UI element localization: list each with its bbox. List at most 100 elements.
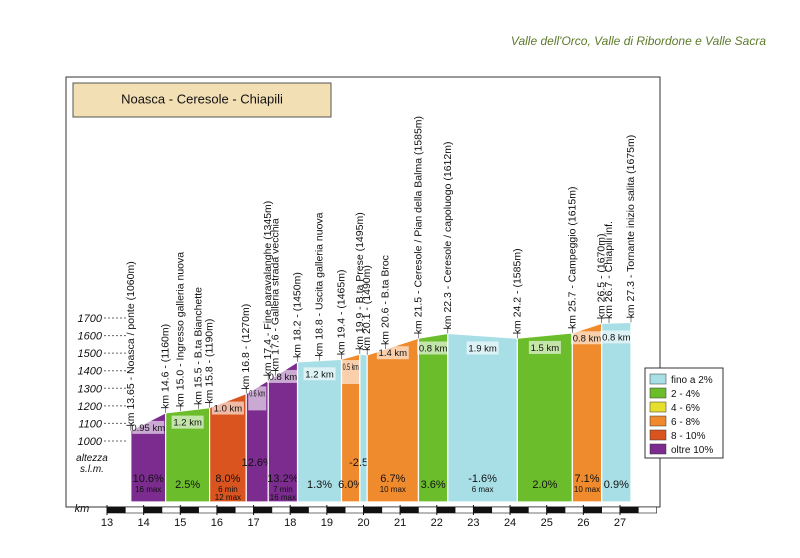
segment-grade: 8.0%	[215, 473, 240, 485]
segment-length: 1.2 km	[173, 418, 202, 429]
x-tick-label: 25	[541, 517, 553, 529]
segment-grade: 3.6%	[421, 479, 446, 491]
x-tick-label: 27	[614, 517, 626, 529]
legend-swatch	[649, 429, 667, 441]
length-box	[417, 341, 450, 355]
ruler-cell	[253, 506, 273, 514]
segment-detail: 16 max	[135, 485, 161, 494]
waypoint-label: km 16.8 - (1270m)	[240, 304, 252, 390]
y-tick-label: 1200	[78, 401, 103, 413]
length-box	[248, 386, 267, 411]
ruler-cell	[216, 506, 236, 514]
waypoint-label: km 17.4 - Fine paravalanghe (1345m)	[262, 201, 274, 377]
y-tick-label: 1000	[78, 436, 103, 448]
ruler-cell	[418, 506, 438, 514]
length-box	[571, 331, 604, 345]
segment-detail: 16 max	[270, 493, 296, 502]
length-box	[600, 330, 633, 344]
ruler-cell	[179, 506, 199, 514]
ruler-cell	[161, 506, 181, 514]
segment-detail: 12 max	[215, 493, 241, 502]
length-box	[528, 340, 561, 354]
segment-grade: 10.6%	[133, 473, 164, 485]
waypoint-label: km 13.65 - Noasca / ponte (1060m)	[125, 261, 137, 426]
segment-length: 1.5 km	[531, 343, 560, 354]
waypoint-label: km 25.7 - Campeggio (1615m)	[566, 187, 578, 329]
legend-swatch	[649, 387, 667, 399]
length-box	[303, 367, 336, 381]
x-tick-label: 23	[467, 517, 479, 529]
x-tick-label: 15	[174, 517, 186, 529]
waypoint-label: km 26.5 - (1670m)	[596, 233, 608, 319]
segment-length: 1.9 km	[468, 343, 497, 354]
ruler-cell	[344, 506, 364, 514]
legend-label: fino a 2%	[671, 375, 713, 386]
legend-label: 4 - 6%	[671, 403, 700, 414]
ruler-cell	[619, 506, 639, 514]
waypoint-label: km 15.8 - (1190m)	[204, 319, 216, 404]
segment-detail: 7 min	[273, 485, 293, 494]
segment-detail: 6 min	[218, 485, 238, 494]
waypoint-label: km 22.3 - Ceresole / capoluogo (1612m)	[442, 142, 454, 330]
segment-length: 1.0 km	[214, 404, 243, 415]
waypoint-label: km 14.6 - (1160m)	[160, 324, 172, 409]
ruler-cell	[638, 506, 657, 514]
waypoint-label: km 15.0 - Ingresso galleria nuova	[174, 252, 186, 407]
ruler-cell	[583, 506, 602, 514]
ruler-cell	[381, 506, 401, 514]
length-box	[211, 401, 244, 415]
y-label: s.l.m.	[80, 464, 104, 475]
ruler-cell	[326, 506, 346, 514]
x-tick-label: 20	[357, 517, 369, 529]
waypoint-label: km 18.2 - (1450m)	[292, 272, 304, 358]
x-tick-label: 16	[211, 517, 223, 529]
length-box	[171, 415, 204, 429]
length-box	[132, 420, 165, 434]
legend-swatch	[649, 415, 667, 427]
segment-length: 1.4 km	[379, 348, 408, 359]
segment-grade: 12.6%	[242, 457, 273, 469]
segment-grade: 1.3%	[307, 479, 332, 491]
y-tick-label: 1700	[78, 313, 103, 325]
x-tick-label: 17	[247, 517, 259, 529]
x-tick-label: 24	[504, 517, 516, 529]
length-box	[376, 346, 409, 360]
segment-detail: 6 max	[472, 485, 494, 494]
segment-length: 0.8 km	[573, 333, 602, 344]
y-label: altezza	[76, 453, 108, 464]
length-box	[266, 369, 299, 383]
x-tick-label: 22	[431, 517, 443, 529]
segment	[516, 332, 573, 503]
ruler-cell	[454, 506, 474, 514]
waypoint-label: km 17.6 - Galleria strada vecchia	[270, 218, 282, 372]
y-tick-label: 1100	[78, 418, 103, 430]
waypoint-label: km 24.2 - (1585m)	[511, 248, 523, 334]
segment-length: 0.8 km	[419, 343, 448, 354]
ruler-cell	[289, 506, 309, 514]
legend-label: 2 - 4%	[671, 389, 700, 400]
legend-label: 8 - 10%	[671, 431, 706, 442]
segment-detail: 10 max	[380, 485, 406, 494]
segment-length: 0.5 km	[343, 362, 359, 372]
waypoint-label: km 15.5 - B.ta Bianchette	[193, 287, 205, 405]
y-tick-label: 1600	[78, 331, 103, 343]
ruler-cell	[436, 506, 456, 514]
segment-length: 0.95 km	[131, 423, 165, 434]
segment-length: 1.2 km	[305, 369, 334, 380]
ruler-cell	[143, 506, 163, 514]
length-box	[466, 341, 499, 355]
ruler-cell	[546, 506, 566, 514]
header: Valle dell'Orco, Valle di Ribordone e Va…	[511, 34, 766, 48]
segment-length: 0.8 km	[602, 332, 631, 343]
legend-swatch	[649, 401, 667, 413]
segment-grade: 2.5%	[175, 479, 200, 491]
segment-length: 0.8 km	[269, 372, 298, 383]
waypoint-label: km 19.4 - (1465m)	[336, 270, 348, 356]
segment-grade: 2.0%	[532, 479, 557, 491]
y-tick-label: 1400	[78, 366, 103, 378]
x-label: km	[75, 503, 90, 515]
x-tick-label: 26	[577, 517, 589, 529]
waypoint-label: km 18.8 - Uscita galleria nuova	[314, 212, 326, 356]
